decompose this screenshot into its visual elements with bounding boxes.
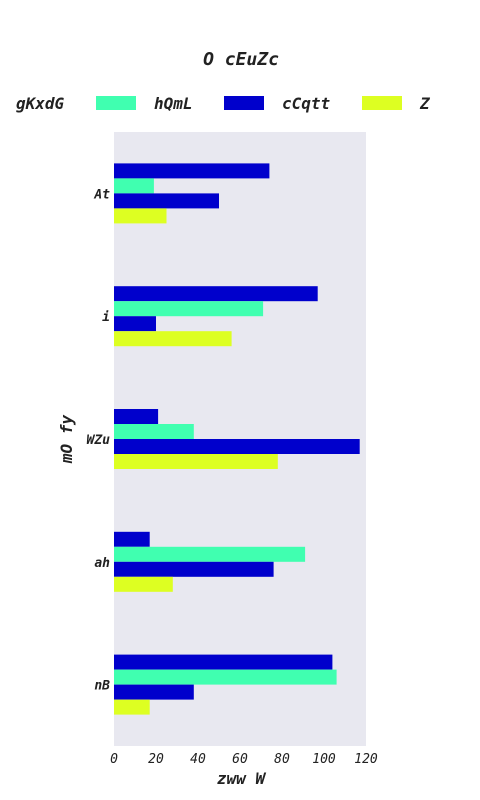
category-label-ah: ah bbox=[94, 556, 110, 571]
legend-label-cCqtt: cCqtt bbox=[282, 94, 331, 113]
bar-hQmL-ah bbox=[114, 546, 306, 562]
bar-Z-nB bbox=[114, 699, 150, 715]
bar-hQmL-i bbox=[114, 301, 264, 317]
bar-Z-ah bbox=[114, 576, 173, 592]
x-tick-label-80: 80 bbox=[274, 752, 290, 767]
bar-gKxdG-At bbox=[114, 163, 270, 179]
bar-cCqtt-WZu bbox=[114, 439, 360, 454]
bar-gKxdG-i bbox=[114, 286, 318, 302]
legend: gKxdG hQmL cCqtt Z bbox=[16, 94, 431, 113]
legend-label-gKxdG: gKxdG bbox=[16, 94, 65, 113]
bar-Z-At bbox=[114, 208, 167, 224]
legend-label-hQmL: hQmL bbox=[154, 94, 193, 113]
bar-cCqtt-At bbox=[114, 193, 219, 209]
chart-title: O cEuZc bbox=[203, 49, 279, 70]
bar-Z-WZu bbox=[114, 454, 278, 469]
category-label-i: i bbox=[102, 310, 110, 325]
bar-hQmL-At bbox=[114, 178, 154, 194]
bar-gKxdG-WZu bbox=[114, 409, 159, 424]
x-tick-label-120: 120 bbox=[354, 752, 378, 767]
bar-cCqtt-nB bbox=[114, 684, 194, 700]
y-axis-title: mO fy bbox=[57, 415, 76, 465]
x-tick-label-40: 40 bbox=[190, 752, 206, 767]
bar-hQmL-nB bbox=[114, 669, 337, 685]
x-tick-label-60: 60 bbox=[232, 752, 248, 767]
bar-cCqtt-ah bbox=[114, 561, 274, 577]
x-tick-label-0: 0 bbox=[110, 752, 118, 767]
category-label-nB: nB bbox=[94, 679, 110, 694]
category-label-WZu: WZu bbox=[87, 433, 111, 448]
x-tick-labels: 0 20 40 60 80 100 120 bbox=[110, 752, 378, 767]
bar-gKxdG-ah bbox=[114, 531, 150, 547]
bar-Z-i bbox=[114, 331, 232, 347]
category-label-At: At bbox=[93, 187, 110, 202]
legend-swatch-hQmL bbox=[96, 96, 136, 110]
bars bbox=[114, 163, 360, 715]
x-axis-title: zww W bbox=[217, 769, 267, 788]
category-labels: At i WZu ah nB bbox=[87, 187, 111, 693]
bar-hQmL-WZu bbox=[114, 424, 194, 439]
x-tick-label-20: 20 bbox=[148, 752, 164, 767]
legend-swatch-Z bbox=[362, 96, 402, 110]
bar-cCqtt-i bbox=[114, 316, 156, 332]
bar-gKxdG-nB bbox=[114, 654, 333, 670]
legend-swatch-cCqtt bbox=[224, 96, 264, 110]
x-tick-label-100: 100 bbox=[312, 752, 336, 767]
legend-label-Z: Z bbox=[419, 94, 431, 113]
